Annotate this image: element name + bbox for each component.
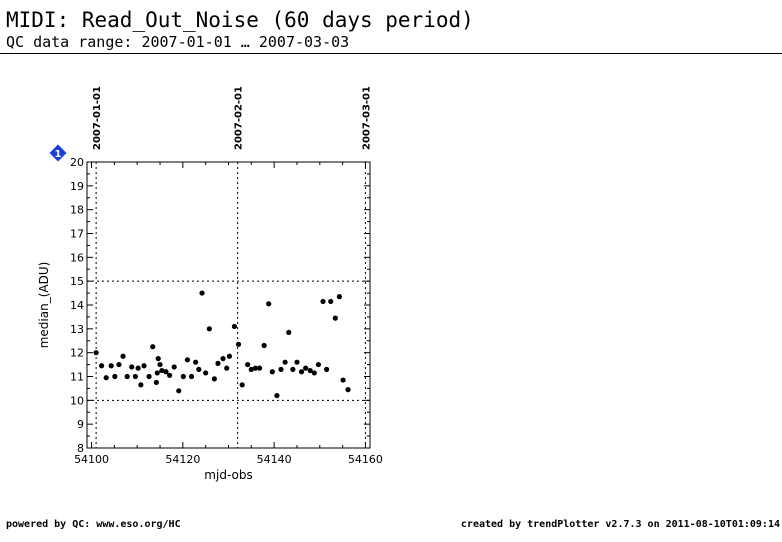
data-point <box>226 353 233 359</box>
data-point <box>155 356 161 362</box>
chart-subtitle: QC data range: 2007-01-01 … 2007-03-03 <box>6 33 350 51</box>
footer-powered-by: powered by QC: www.eso.org/HC <box>6 519 181 530</box>
data-point <box>245 361 251 368</box>
data-point <box>252 365 259 371</box>
y-tick-label: 10 <box>70 394 84 407</box>
data-point <box>248 366 254 372</box>
data-point <box>163 369 169 375</box>
data-point <box>129 364 135 370</box>
data-point <box>188 373 195 380</box>
data-point <box>315 361 322 368</box>
data-point <box>320 298 326 305</box>
x-tick-label: 54100 <box>74 453 109 466</box>
x-tick-label: 54140 <box>257 453 292 466</box>
data-point <box>171 364 177 370</box>
data-point <box>180 373 186 380</box>
data-point <box>211 376 217 382</box>
data-point <box>235 341 242 347</box>
data-point <box>206 326 212 332</box>
date-marker-label: 2007-03-01 <box>361 86 372 150</box>
data-point <box>231 323 238 330</box>
footer-created-by: created by trendPlotter v2.7.3 on 2011-0… <box>460 519 780 530</box>
data-point <box>328 298 334 305</box>
data-point <box>294 359 300 365</box>
y-tick-label: 18 <box>70 204 84 217</box>
data-point <box>103 375 109 381</box>
data-point <box>112 373 118 380</box>
x-tick-label: 54120 <box>165 453 200 466</box>
data-point <box>298 369 305 375</box>
data-point <box>108 363 114 369</box>
x-tick-label: 54160 <box>348 453 383 466</box>
data-point <box>340 377 346 383</box>
data-point <box>290 366 296 372</box>
y-tick-label: 9 <box>77 418 84 431</box>
y-tick-label: 15 <box>70 275 84 288</box>
chart-title: MIDI: Read_Out_Noise (60 days period) <box>6 8 474 32</box>
data-point <box>307 367 313 374</box>
y-axis-label: median_(ADU) <box>37 262 51 349</box>
y-tick-label: 17 <box>70 228 84 241</box>
data-point <box>93 350 99 356</box>
data-point <box>224 365 230 371</box>
data-point <box>336 294 343 300</box>
data-point <box>159 367 165 374</box>
data-point <box>203 370 209 376</box>
data-point <box>215 360 221 366</box>
data-point <box>120 353 126 359</box>
y-tick-label: 8 <box>77 442 84 455</box>
data-point <box>196 366 202 372</box>
data-point <box>256 365 263 371</box>
data-point <box>303 365 309 371</box>
data-point <box>266 301 272 307</box>
data-point <box>282 359 288 365</box>
data-point <box>153 379 159 386</box>
y-tick-label: 12 <box>70 347 84 360</box>
info-badge-label: 1 <box>55 149 62 160</box>
data-point <box>269 369 275 375</box>
data-point <box>132 373 138 380</box>
data-point <box>146 373 152 380</box>
y-tick-label: 13 <box>70 323 84 336</box>
data-point <box>274 392 280 399</box>
y-tick-label: 14 <box>70 299 84 312</box>
header-divider <box>0 53 782 54</box>
x-axis-label: mjd-obs <box>204 468 252 482</box>
data-point <box>324 366 330 372</box>
y-tick-label: 20 <box>70 156 84 169</box>
data-point <box>220 356 226 362</box>
plot-frame <box>86 161 371 449</box>
y-tick-label: 16 <box>70 251 84 264</box>
data-point <box>154 370 160 376</box>
data-point <box>141 363 147 369</box>
data-point <box>138 382 144 388</box>
data-point <box>286 329 292 336</box>
data-point <box>167 372 173 378</box>
data-point <box>199 290 205 296</box>
data-point <box>261 342 267 349</box>
data-point <box>150 344 156 350</box>
data-point <box>345 387 351 393</box>
date-marker-label: 2007-01-01 <box>92 86 103 150</box>
data-point <box>135 365 141 371</box>
y-tick-label: 11 <box>70 371 84 384</box>
data-point <box>239 382 245 388</box>
data-point <box>124 373 130 380</box>
data-point <box>184 357 191 363</box>
data-point <box>157 361 163 368</box>
data-point <box>193 359 199 365</box>
data-point <box>311 370 317 376</box>
data-point <box>278 366 284 372</box>
data-point <box>332 315 338 321</box>
date-marker-label: 2007-02-01 <box>234 86 245 150</box>
data-point <box>176 388 182 394</box>
y-tick-label: 19 <box>70 180 84 193</box>
data-point <box>116 361 122 368</box>
data-point <box>99 363 105 369</box>
